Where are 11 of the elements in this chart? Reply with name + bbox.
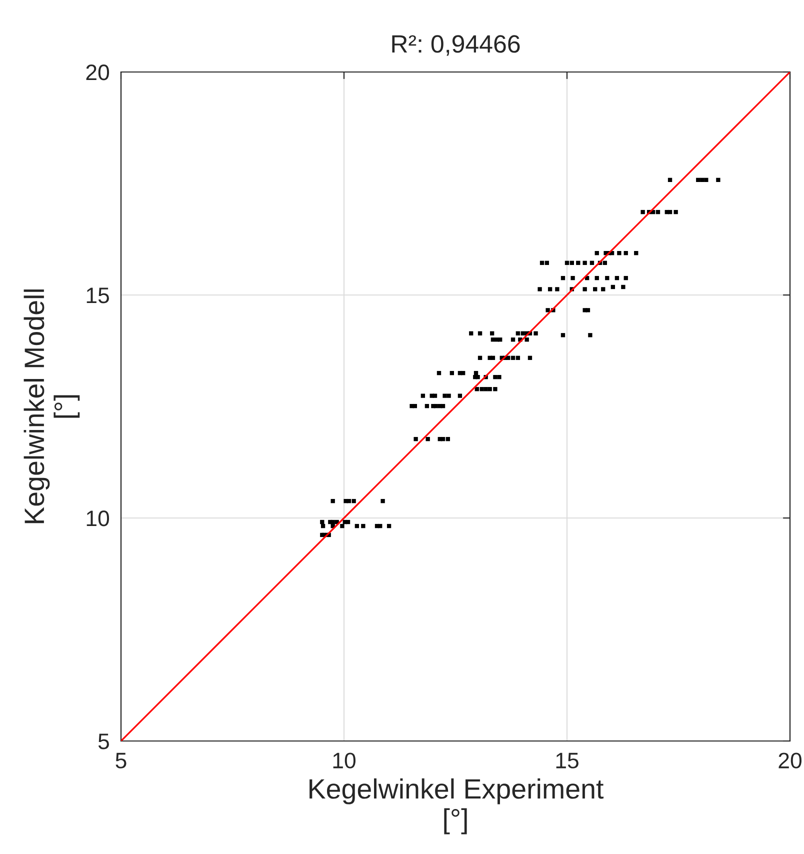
y-tick-label: 15 bbox=[86, 288, 109, 304]
x-tick-label: 10 bbox=[333, 752, 356, 768]
x-tick-label: 15 bbox=[556, 752, 578, 768]
y-axis-title: Kegelwinkel Modell [°] bbox=[24, 289, 80, 524]
x-axis-title: Kegelwinkel Experiment [°] bbox=[310, 778, 604, 834]
y-tick-label: 10 bbox=[86, 510, 110, 526]
x-tick-label: 20 bbox=[778, 752, 802, 768]
y-tick-label: 20 bbox=[86, 64, 110, 80]
y-tick-label: 5 bbox=[98, 734, 109, 750]
x-tick-label: 5 bbox=[116, 752, 126, 768]
chart-title: R²: 0,94466 bbox=[392, 35, 520, 56]
